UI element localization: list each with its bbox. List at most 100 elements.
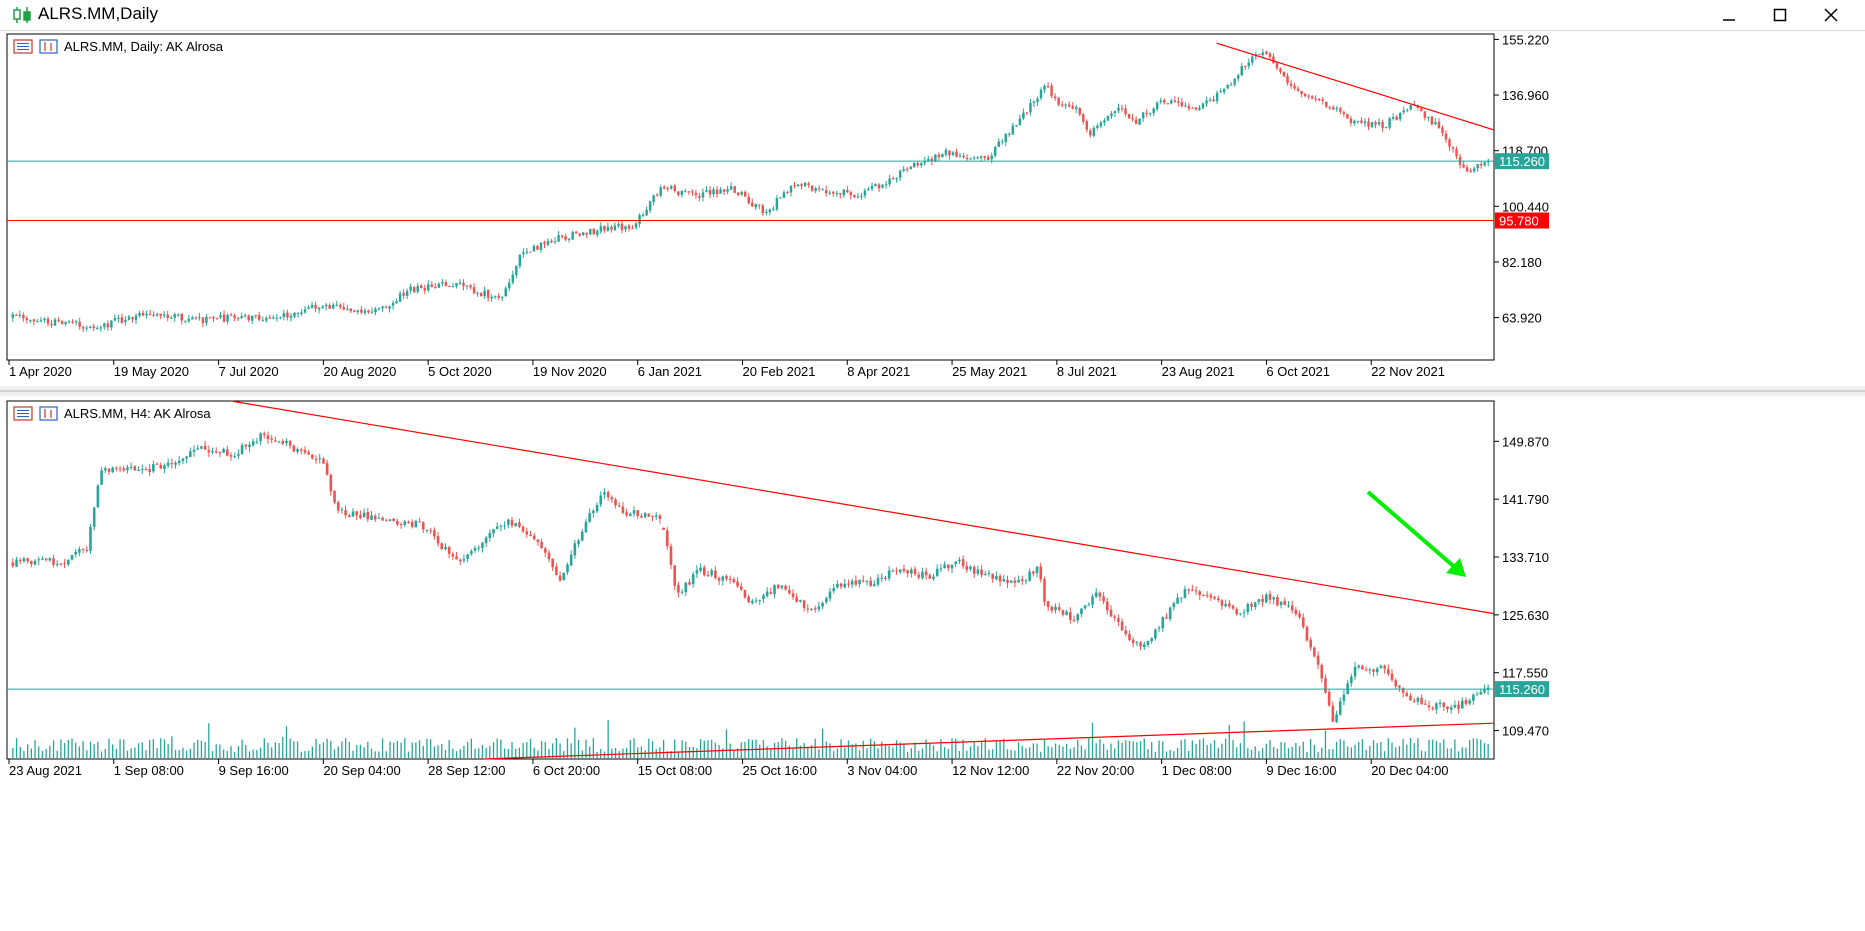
candle [1212, 95, 1215, 102]
candle [1430, 115, 1434, 126]
candle [928, 573, 932, 579]
candle [521, 525, 525, 534]
candle [807, 181, 810, 188]
candle [1427, 116, 1430, 122]
minimize-button[interactable] [1706, 0, 1752, 30]
candle [1071, 102, 1074, 110]
candle [370, 307, 374, 314]
candle [41, 556, 44, 560]
candle [614, 497, 617, 509]
y-tick-label: 63.920 [1502, 311, 1542, 326]
candle [1427, 700, 1431, 711]
candle [155, 462, 159, 466]
candle [1142, 641, 1146, 650]
candle [476, 291, 479, 297]
candlestick-chart-icon [13, 7, 31, 23]
candle [170, 458, 174, 469]
candle [595, 502, 599, 513]
candle [1109, 605, 1113, 618]
candle [569, 550, 573, 567]
candle [580, 529, 584, 542]
candle [261, 316, 265, 322]
maximize-button[interactable] [1757, 0, 1803, 30]
candle [1353, 119, 1356, 126]
candle [1353, 661, 1357, 681]
candle [486, 289, 490, 302]
candle [118, 466, 122, 473]
candle [800, 182, 803, 190]
candle [441, 278, 444, 287]
candle [339, 303, 342, 310]
candle [832, 584, 835, 594]
candle [1275, 62, 1279, 71]
candle [64, 321, 67, 327]
candle [1236, 73, 1240, 82]
candle [1150, 637, 1153, 644]
candle [1368, 667, 1372, 675]
close-button[interactable] [1808, 0, 1854, 30]
candle [60, 320, 64, 325]
candle [728, 575, 732, 584]
candle [714, 566, 717, 580]
candle [846, 185, 849, 193]
candle [726, 185, 729, 195]
candle [115, 466, 118, 472]
candle [1449, 704, 1453, 714]
candle [329, 473, 333, 496]
candle [236, 317, 240, 322]
candle [824, 185, 828, 197]
candle [1213, 595, 1216, 600]
candle [433, 527, 436, 540]
candle [876, 573, 880, 587]
candle [286, 309, 289, 321]
charts-canvas[interactable]: 155.220136.960118.700100.44082.18063.920… [0, 31, 1865, 931]
candle [1294, 607, 1298, 617]
candle [67, 319, 71, 324]
candle [488, 529, 492, 542]
candle [599, 221, 603, 235]
candle [983, 571, 987, 576]
candle [1381, 119, 1384, 132]
candle [987, 570, 991, 577]
candle [340, 507, 344, 514]
candle [1018, 114, 1022, 126]
candle [567, 237, 571, 243]
candle [860, 193, 863, 200]
candle [902, 166, 905, 173]
candle [388, 305, 391, 313]
candle [880, 573, 884, 583]
candle [259, 432, 262, 446]
y-tick-label: 155.220 [1502, 32, 1549, 47]
candle [1078, 107, 1081, 117]
candle [1198, 105, 1201, 111]
candle [782, 190, 786, 199]
candle [1423, 110, 1427, 121]
x-tick-label: 7 Jul 2020 [219, 364, 279, 379]
candle [620, 220, 624, 234]
candle [786, 190, 789, 195]
candle [351, 508, 355, 517]
candle [99, 325, 103, 332]
x-tick-label: 8 Apr 2021 [847, 364, 910, 379]
candle [540, 538, 543, 550]
candle [1155, 101, 1159, 112]
candle [270, 435, 273, 444]
candle [1435, 702, 1438, 714]
candle [1226, 84, 1229, 90]
chart-panel-h4: 149.870 141.790 133.710 125.630 117.550 109.4… [6, 400, 1549, 778]
chart-area[interactable]: 155.220 136.960 118.700 100.440 82.180 63.920… [0, 31, 1865, 931]
candle [1177, 97, 1180, 107]
candle [1050, 83, 1053, 99]
candle [15, 313, 18, 316]
candles [11, 48, 1490, 333]
candle [564, 233, 567, 242]
candle [63, 559, 66, 569]
candle [702, 565, 706, 577]
candle [373, 513, 377, 523]
candle [355, 511, 359, 521]
candle [141, 309, 145, 317]
candle [293, 311, 296, 319]
candle [1261, 594, 1264, 607]
candle [427, 280, 430, 293]
candle [1472, 166, 1476, 174]
